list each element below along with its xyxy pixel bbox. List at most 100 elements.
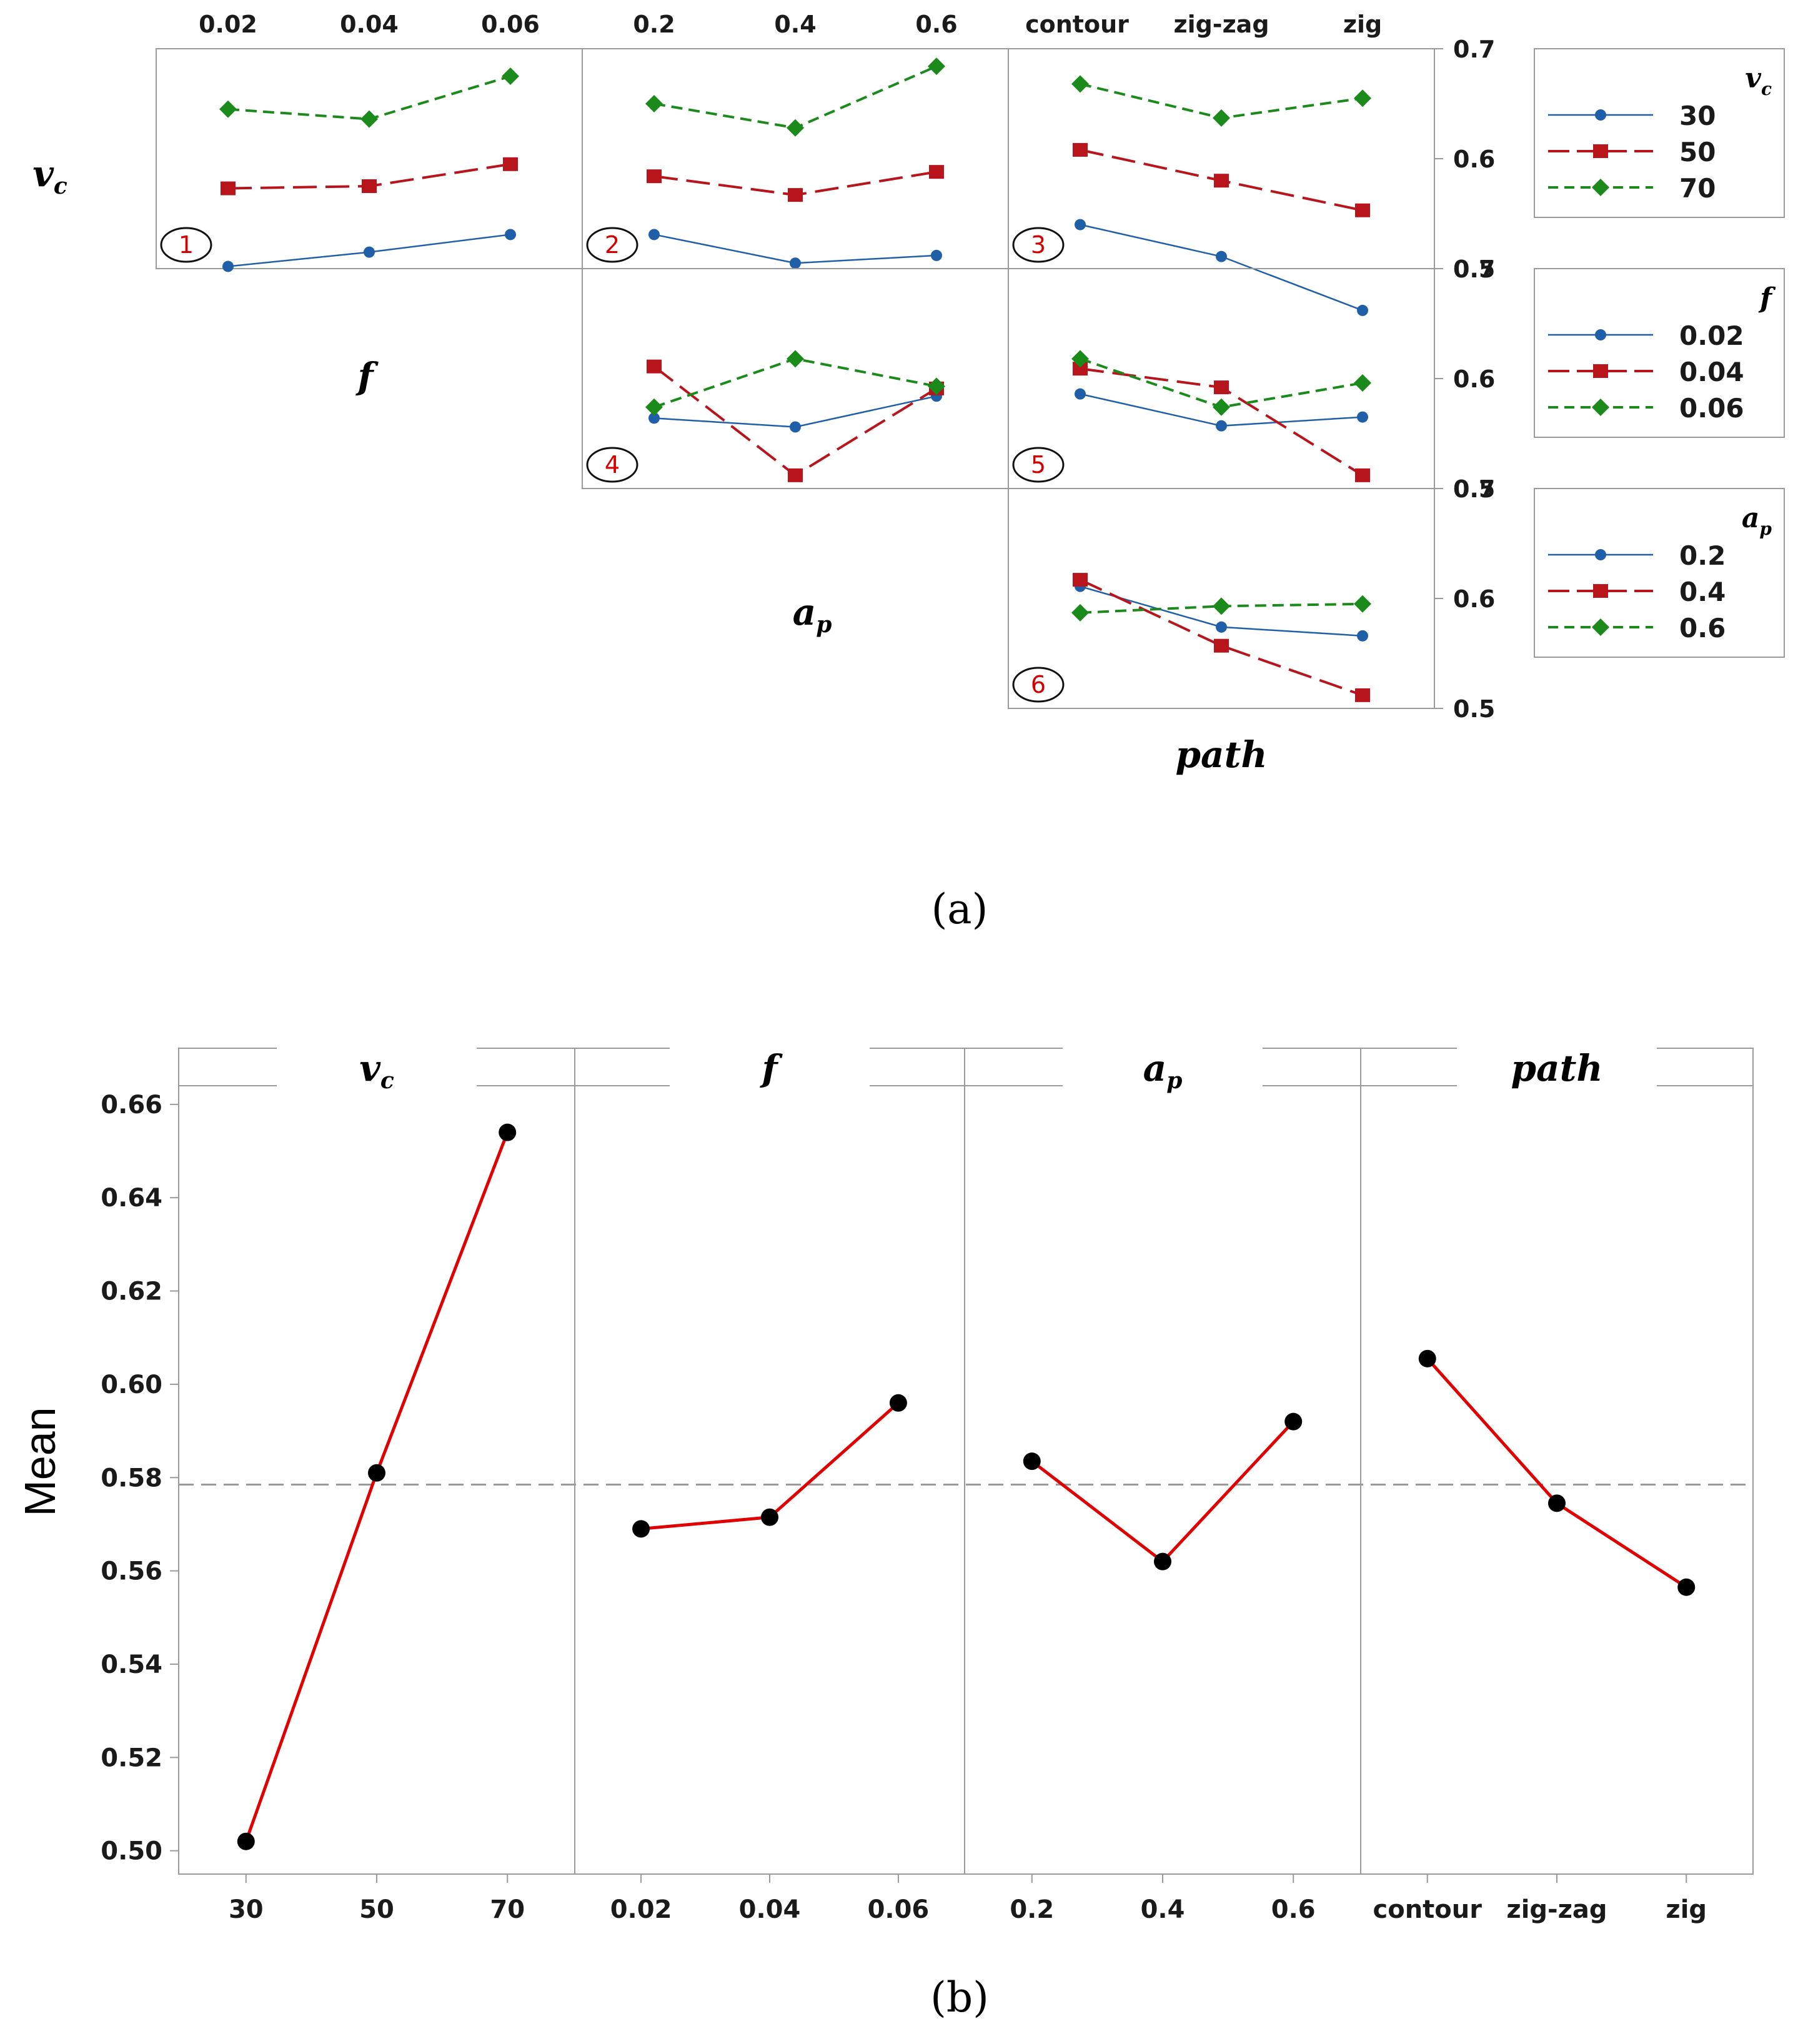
point-0.02-3 bbox=[1357, 411, 1368, 423]
y-tick-label-row2-0.7: 0.7 bbox=[1453, 255, 1495, 283]
y-tick-label-0.54: 0.54 bbox=[101, 1650, 162, 1679]
point-30-3 bbox=[505, 229, 516, 241]
x-tick-label-0.2: 0.2 bbox=[1010, 1895, 1054, 1924]
point-50-3 bbox=[1355, 203, 1370, 217]
legend-marker bbox=[1593, 364, 1608, 378]
point-0.06-3 bbox=[1354, 374, 1371, 392]
top-tick-ap-0.6: 0.6 bbox=[915, 11, 957, 38]
y-tick-label-0.62: 0.62 bbox=[101, 1278, 162, 1306]
panel-badge-circle bbox=[1012, 447, 1065, 483]
legend-entry-0.04: 0.04 bbox=[1679, 357, 1744, 387]
point-0.6-1 bbox=[1071, 603, 1089, 622]
caption-a: (a) bbox=[931, 885, 988, 933]
series-line-0.4 bbox=[1080, 578, 1363, 697]
panel-5: 5 bbox=[1008, 268, 1435, 489]
x-tick-label-0.06: 0.06 bbox=[868, 1895, 930, 1924]
x-tick-label-zig: zig bbox=[1666, 1895, 1707, 1924]
legend-entry-0.4: 0.4 bbox=[1679, 577, 1726, 607]
point-30-2 bbox=[790, 257, 801, 269]
point-0.04-3 bbox=[1355, 468, 1370, 482]
top-tick-ap-0.2: 0.2 bbox=[633, 11, 675, 38]
series-line-70 bbox=[653, 65, 937, 129]
plot-frame bbox=[178, 1048, 1754, 1875]
panel-badge-label: 5 bbox=[1031, 451, 1046, 479]
point-0.04-1 bbox=[647, 359, 662, 374]
point-50-2 bbox=[1214, 174, 1229, 188]
legend-title: ap bbox=[1742, 502, 1772, 539]
legend-frame bbox=[1534, 48, 1785, 218]
panel-badge-label: 2 bbox=[605, 231, 620, 259]
point-70-2 bbox=[360, 110, 378, 128]
y-tick-label-row2-0.5: 0.5 bbox=[1453, 475, 1495, 503]
point-70-1 bbox=[219, 100, 237, 118]
top-tick-f-0.06: 0.06 bbox=[481, 11, 540, 38]
legend-entry-70: 70 bbox=[1679, 173, 1716, 204]
panel-frame bbox=[1008, 48, 1435, 269]
y-tick-label-row3-0.7: 0.7 bbox=[1453, 475, 1495, 503]
y-tick-label-0.60: 0.60 bbox=[101, 1371, 162, 1399]
panel-badge-circle bbox=[586, 227, 638, 263]
panel-3: 3 bbox=[1008, 48, 1435, 316]
y-tick-label-row3-0.6: 0.6 bbox=[1453, 585, 1495, 613]
effect-point-0.04 bbox=[761, 1508, 778, 1526]
panel-frame bbox=[156, 48, 583, 269]
panel-badge-circle bbox=[1012, 667, 1065, 703]
legend-marker bbox=[1595, 329, 1606, 340]
effect-panel-4: path contour zig-zag zig bbox=[1360, 1046, 1707, 1924]
point-70-2 bbox=[1213, 109, 1230, 127]
legend-entry-0.02: 0.02 bbox=[1679, 320, 1744, 351]
effect-point-contour bbox=[1418, 1349, 1436, 1367]
effect-panel-1: vc 30 50 70 bbox=[229, 1046, 525, 1924]
interaction-plot: 1 2 3 4 5 6 0.02 0.04 0.06 0.2 0.4 0.6 contour zig-za… bbox=[32, 11, 1785, 776]
row-label-vc: vc bbox=[32, 152, 67, 199]
panel-badge-circle bbox=[160, 227, 212, 263]
series-line-30 bbox=[1080, 224, 1363, 312]
point-0.2-2 bbox=[1216, 621, 1227, 633]
panel-badge-label: 3 bbox=[1031, 231, 1046, 259]
point-0.02-1 bbox=[1075, 388, 1086, 400]
point-0.6-3 bbox=[1354, 595, 1371, 613]
point-30-1 bbox=[222, 260, 234, 272]
effect-point-0.06 bbox=[889, 1394, 907, 1412]
point-70-1 bbox=[645, 95, 663, 112]
top-tick-f-0.02: 0.02 bbox=[199, 11, 257, 38]
y-tick-label-0.64: 0.64 bbox=[101, 1184, 162, 1213]
point-30-3 bbox=[1357, 304, 1368, 316]
panel-6: 6 bbox=[1008, 488, 1435, 709]
row-label-ap: ap bbox=[793, 591, 832, 638]
y-tick-label-row1-0.6: 0.6 bbox=[1453, 146, 1495, 173]
top-tick-path-contour: contour bbox=[1025, 11, 1129, 38]
point-0.06-2 bbox=[1213, 398, 1230, 416]
legend-marker bbox=[1593, 584, 1608, 598]
point-70-2 bbox=[787, 119, 804, 137]
point-70-3 bbox=[502, 67, 519, 85]
effect-point-0.2 bbox=[1023, 1452, 1041, 1471]
strip-label: vc bbox=[359, 1047, 394, 1094]
legend-entry-30: 30 bbox=[1679, 101, 1716, 131]
y-tick-label-0.66: 0.66 bbox=[101, 1091, 162, 1119]
point-50-1 bbox=[647, 169, 662, 184]
point-0.06-1 bbox=[645, 398, 663, 416]
effect-panel-3: ap 0.2 0.4 0.6 bbox=[964, 1046, 1316, 1924]
caption-b: (b) bbox=[930, 1973, 989, 2022]
legend-title: vc bbox=[1745, 62, 1772, 99]
panel-1: 1 bbox=[156, 48, 583, 272]
effect-point-zig bbox=[1677, 1578, 1696, 1596]
panel-badge-label: 4 bbox=[605, 451, 620, 479]
effect-panel-2: f0.02 0.04 0.06 bbox=[574, 1046, 930, 1924]
row-label-f: f bbox=[355, 355, 379, 397]
legend-frame bbox=[1534, 268, 1785, 438]
effect-point-0.4 bbox=[1154, 1552, 1171, 1570]
point-30-1 bbox=[1075, 219, 1086, 231]
point-70-3 bbox=[928, 57, 945, 76]
point-70-3 bbox=[1354, 89, 1371, 107]
effect-point-50 bbox=[368, 1464, 385, 1482]
effect-point-0.6 bbox=[1284, 1412, 1303, 1431]
legend-3: ap 0.2 0.4 0.6 bbox=[1534, 488, 1785, 658]
point-50-1 bbox=[1073, 142, 1088, 157]
point-30-2 bbox=[364, 246, 375, 258]
y-tick-label-row1-0.7: 0.7 bbox=[1453, 36, 1495, 63]
strip-label-box bbox=[1063, 1046, 1263, 1086]
legend-1: vc 30 50 70 bbox=[1534, 48, 1785, 218]
